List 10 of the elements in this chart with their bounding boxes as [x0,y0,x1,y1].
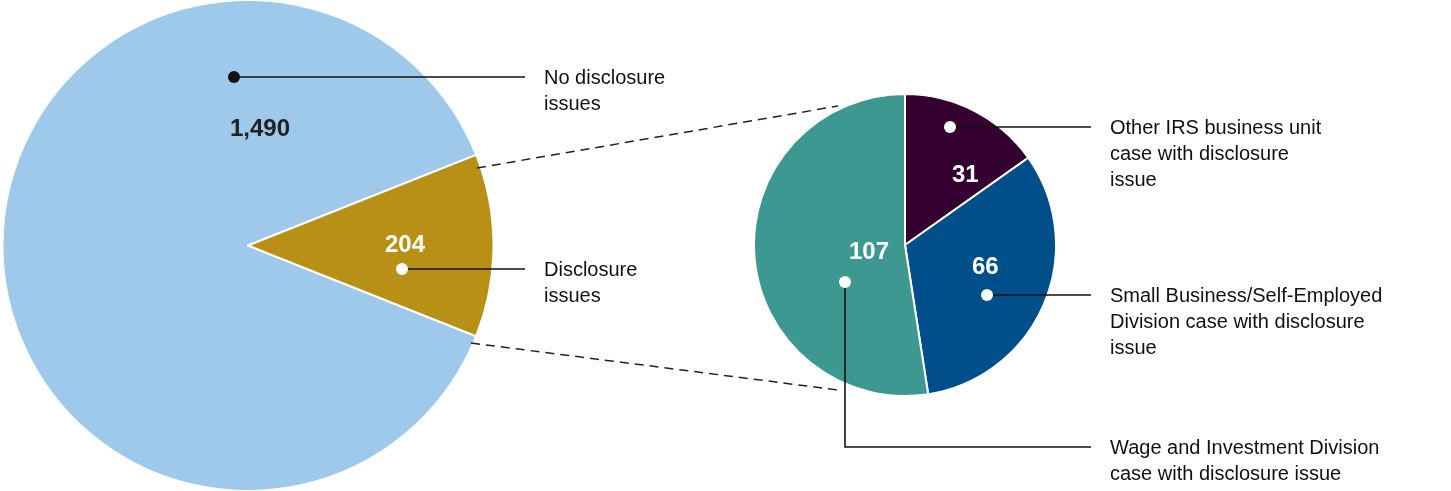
slice-label: Other IRS business unit case with disclosure issue [1110,116,1322,190]
slice-label: Small Business/Self-Employed Division case with disclosure issue [1110,284,1383,358]
data-label: 204 [385,230,426,257]
data-label: 66 [972,252,999,279]
data-label: 1,490 [230,114,291,141]
slice-label: No disclosure issues [544,66,666,114]
data-label: 31 [952,160,979,187]
data-label: 107 [849,237,890,264]
slice-label: Wage and Investment Division case with disclosure issue [1110,436,1380,484]
slice-label: Disclosure issues [544,258,638,306]
